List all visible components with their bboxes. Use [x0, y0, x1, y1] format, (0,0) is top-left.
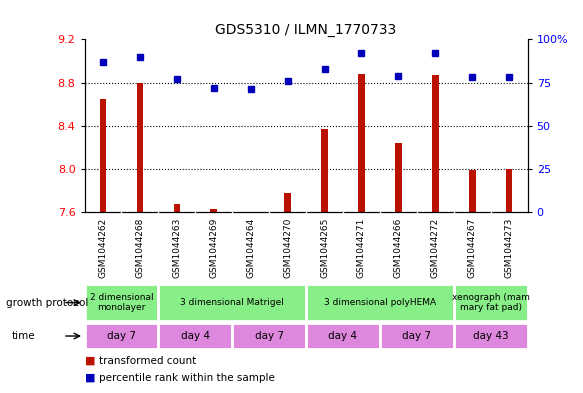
- Bar: [285, 193, 291, 212]
- Bar: [232, 323, 306, 349]
- Text: GSM1044271: GSM1044271: [357, 217, 366, 278]
- Text: percentile rank within the sample: percentile rank within the sample: [99, 373, 275, 383]
- Text: GSM1044266: GSM1044266: [394, 217, 403, 278]
- Bar: [306, 284, 454, 321]
- Bar: [136, 83, 143, 212]
- Bar: [100, 99, 106, 212]
- Bar: [395, 143, 402, 212]
- Bar: [159, 323, 232, 349]
- Bar: [454, 284, 528, 321]
- Bar: [380, 323, 454, 349]
- Text: GSM1044264: GSM1044264: [246, 217, 255, 278]
- Bar: [210, 209, 217, 212]
- Text: GSM1044272: GSM1044272: [431, 217, 440, 278]
- Bar: [85, 323, 159, 349]
- Text: day 4: day 4: [328, 331, 357, 341]
- Text: day 7: day 7: [107, 331, 136, 341]
- Text: day 7: day 7: [402, 331, 431, 341]
- Text: 3 dimensional Matrigel: 3 dimensional Matrigel: [180, 298, 284, 307]
- Text: GSM1044262: GSM1044262: [99, 217, 107, 278]
- Text: GSM1044273: GSM1044273: [505, 217, 514, 278]
- Bar: [321, 129, 328, 212]
- Text: time: time: [12, 331, 36, 341]
- Text: day 4: day 4: [181, 331, 210, 341]
- Bar: [159, 284, 306, 321]
- Text: GSM1044269: GSM1044269: [209, 217, 218, 278]
- Bar: [432, 75, 438, 212]
- Bar: [469, 170, 476, 212]
- Text: ■: ■: [85, 373, 95, 383]
- Bar: [85, 284, 159, 321]
- Bar: [306, 323, 380, 349]
- Bar: [174, 204, 180, 212]
- Title: GDS5310 / ILMN_1770733: GDS5310 / ILMN_1770733: [216, 23, 396, 37]
- Bar: [506, 169, 512, 212]
- Text: GSM1044268: GSM1044268: [135, 217, 145, 278]
- Text: GSM1044265: GSM1044265: [320, 217, 329, 278]
- Text: growth protocol: growth protocol: [6, 298, 88, 308]
- Bar: [358, 74, 365, 212]
- Text: xenograph (mam
mary fat pad): xenograph (mam mary fat pad): [452, 293, 529, 312]
- Text: GSM1044267: GSM1044267: [468, 217, 477, 278]
- Text: GSM1044270: GSM1044270: [283, 217, 292, 278]
- Text: ■: ■: [85, 356, 95, 366]
- Text: transformed count: transformed count: [99, 356, 196, 366]
- Text: 2 dimensional
monolayer: 2 dimensional monolayer: [90, 293, 153, 312]
- Text: GSM1044263: GSM1044263: [173, 217, 181, 278]
- Text: day 43: day 43: [473, 331, 508, 341]
- Text: 3 dimensional polyHEMA: 3 dimensional polyHEMA: [324, 298, 436, 307]
- Text: day 7: day 7: [255, 331, 284, 341]
- Bar: [454, 323, 528, 349]
